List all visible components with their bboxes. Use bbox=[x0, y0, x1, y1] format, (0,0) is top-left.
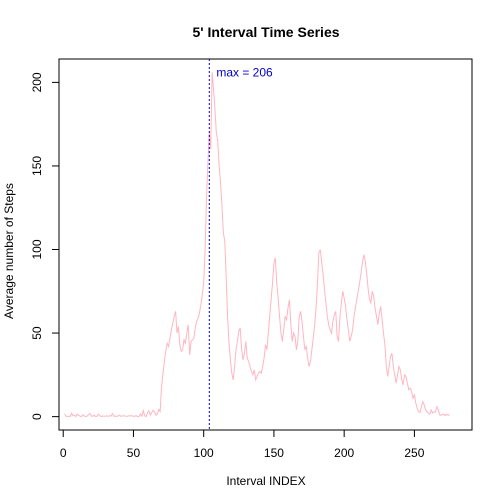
series-layer bbox=[64, 72, 450, 418]
y-axis-label: Average number of Steps bbox=[2, 183, 16, 319]
x-tick-label: 250 bbox=[404, 446, 424, 460]
series-line bbox=[64, 72, 450, 418]
plot-frame bbox=[58, 58, 473, 431]
y-tick-label: 0 bbox=[30, 413, 44, 420]
max-annotation: max = 206 bbox=[216, 65, 273, 79]
x-tick-label: 150 bbox=[264, 446, 284, 460]
chart-title: 5' Interval Time Series bbox=[192, 24, 339, 40]
x-tick-label: 200 bbox=[334, 446, 354, 460]
x-tick-label: 100 bbox=[194, 446, 214, 460]
x-axis-label: Interval INDEX bbox=[226, 474, 305, 488]
y-tick-label: 50 bbox=[30, 326, 44, 340]
y-tick-label: 200 bbox=[30, 72, 44, 92]
x-axis: 0 50 100 150 200 250 bbox=[60, 429, 425, 460]
y-tick-label: 150 bbox=[30, 156, 44, 176]
x-tick-label: 50 bbox=[127, 446, 141, 460]
y-axis: 0 50 100 150 200 bbox=[30, 72, 60, 420]
y-tick-label: 100 bbox=[30, 239, 44, 259]
x-tick-label: 0 bbox=[60, 446, 67, 460]
